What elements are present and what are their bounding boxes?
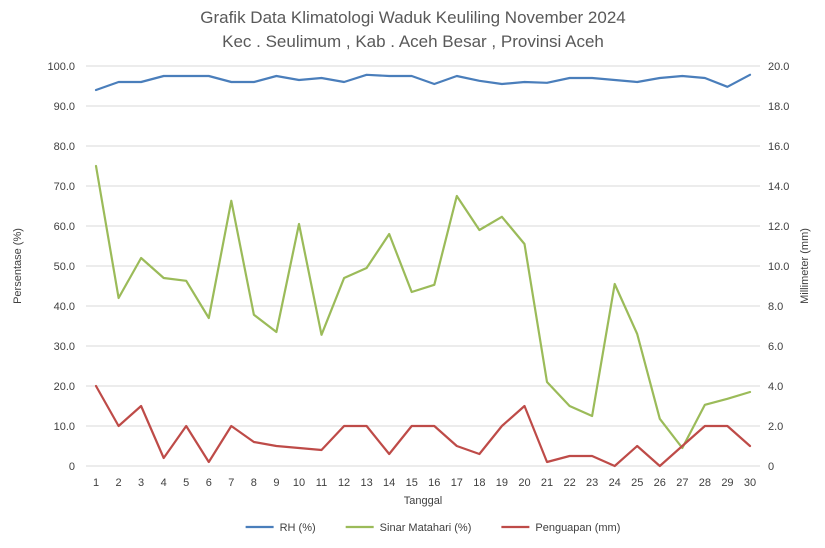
x-tick-label: 19	[496, 477, 508, 489]
x-tick-label: 12	[338, 477, 350, 489]
legend-item: Penguapan (mm)	[501, 522, 620, 534]
legend-label: Sinar Matahari (%)	[380, 522, 472, 534]
left-tick-label: 40.0	[54, 301, 75, 313]
x-tick-label: 29	[721, 477, 733, 489]
x-tick-label: 27	[676, 477, 688, 489]
right-tick-label: 18.0	[768, 101, 789, 113]
series-line-1	[94, 73, 752, 92]
left-tick-label: 50.0	[54, 261, 75, 273]
x-tick-label: 20	[518, 477, 530, 489]
series-line-2	[94, 164, 752, 450]
right-tick-label: 14.0	[768, 181, 789, 193]
x-tick-label: 10	[293, 477, 305, 489]
x-tick-label: 5	[183, 477, 189, 489]
x-tick-label: 21	[541, 477, 553, 489]
left-tick-label: 10.0	[54, 421, 75, 433]
x-tick-label: 16	[428, 477, 440, 489]
x-tick-label: 15	[406, 477, 418, 489]
left-tick-label: 60.0	[54, 221, 75, 233]
x-tick-label: 28	[699, 477, 711, 489]
left-tick-label: 70.0	[54, 181, 75, 193]
x-tick-label: 14	[383, 477, 395, 489]
right-tick-label: 20.0	[768, 61, 789, 73]
legend-label: Penguapan (mm)	[535, 522, 620, 534]
right-tick-label: 12.0	[768, 221, 789, 233]
left-tick-label: 20.0	[54, 381, 75, 393]
left-tick-label: 0	[69, 461, 75, 473]
series-lines	[94, 73, 752, 468]
right-tick-label: 10.0	[768, 261, 789, 273]
x-axis-label: Tanggal	[404, 495, 443, 507]
left-tick-label: 90.0	[54, 101, 75, 113]
x-tick-label: 24	[609, 477, 621, 489]
x-tick-label: 30	[744, 477, 756, 489]
x-tick-label: 11	[316, 477, 327, 489]
x-tick-label: 7	[228, 477, 234, 489]
x-tick-label: 22	[563, 477, 575, 489]
left-tick-label: 30.0	[54, 341, 75, 353]
left-axis-label: Persentase (%)	[12, 228, 24, 304]
x-tick-label: 18	[473, 477, 485, 489]
grid-lines	[86, 65, 760, 467]
right-tick-label: 0	[768, 461, 774, 473]
x-tick-label: 23	[586, 477, 598, 489]
left-tick-label: 80.0	[54, 141, 75, 153]
right-tick-label: 2.0	[768, 421, 783, 433]
right-tick-label: 16.0	[768, 141, 789, 153]
x-tick-label: 9	[273, 477, 279, 489]
x-tick-label: 4	[161, 477, 167, 489]
x-axis-ticks: 1 2 3 4 5 6 7 8 9 10 11 12 13 14 15 16 17 18 19 20 21 22 23 24 2…	[93, 477, 756, 489]
x-tick-label: 1	[93, 477, 99, 489]
x-tick-label: 17	[451, 477, 463, 489]
right-axis-ticks: 0 2.0 4.0 6.0 8.0 10.0 12.0 14.0 16.0 18.0 20.0	[768, 61, 789, 473]
legend-label: RH (%)	[280, 522, 316, 534]
chart-title: Grafik Data Klimatologi Waduk Keuliling …	[200, 8, 626, 27]
legend-item: Sinar Matahari (%)	[345, 522, 472, 534]
chart-subtitle: Kec . Seulimum , Kab . Aceh Besar , Prov…	[222, 32, 604, 51]
x-tick-label: 8	[251, 477, 257, 489]
x-tick-label: 25	[631, 477, 643, 489]
legend-item: RH (%)	[245, 522, 316, 534]
legend: RH (%) Sinar Matahari (%) Penguapan (mm)	[245, 522, 620, 534]
right-tick-label: 6.0	[768, 341, 783, 353]
right-axis-label: Millimeter (mm)	[799, 228, 811, 304]
left-axis-ticks: 0 10.0 20.0 30.0 40.0 50.0 60.0 70.0 80.0 90.0 100…	[47, 61, 75, 473]
x-tick-label: 3	[138, 477, 144, 489]
x-tick-label: 2	[115, 477, 121, 489]
x-tick-label: 13	[360, 477, 372, 489]
x-tick-label: 26	[654, 477, 666, 489]
left-tick-label: 100.0	[47, 61, 75, 73]
x-tick-label: 6	[206, 477, 212, 489]
right-tick-label: 4.0	[768, 381, 783, 393]
series-line-3	[94, 384, 752, 468]
right-tick-label: 8.0	[768, 301, 783, 313]
